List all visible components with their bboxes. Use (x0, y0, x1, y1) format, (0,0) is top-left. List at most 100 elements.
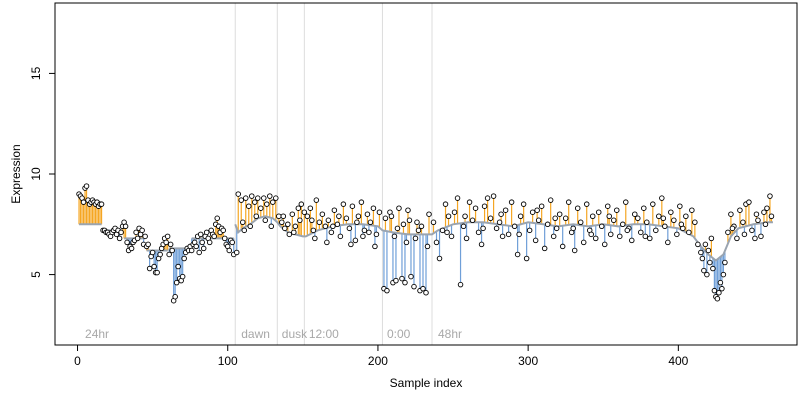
data-point (462, 213, 468, 219)
data-point (346, 225, 353, 232)
x-axis-title: Sample index (390, 376, 463, 390)
data-point (722, 259, 728, 266)
data-point (601, 241, 608, 248)
section-lines (234, 3, 433, 345)
data-point (149, 249, 156, 256)
data-point (388, 213, 395, 219)
data-point (480, 225, 486, 232)
data-point (166, 251, 172, 258)
section-label: 24hr (85, 327, 109, 341)
data-point (547, 197, 554, 203)
data-point (577, 219, 584, 226)
data-point (196, 249, 202, 256)
data-point (556, 211, 563, 217)
data-point (400, 221, 407, 228)
data-point (282, 225, 288, 232)
data-point (469, 217, 476, 224)
data-point (172, 293, 178, 300)
data-point (203, 229, 210, 236)
data-point (665, 239, 671, 246)
data-point (406, 217, 413, 224)
data-point (292, 223, 299, 230)
data-point (592, 235, 599, 242)
data-point (481, 203, 488, 209)
data-point (705, 247, 712, 254)
data-point (169, 247, 175, 254)
data-point (741, 231, 748, 238)
data-point (737, 207, 743, 213)
data-point (128, 245, 135, 252)
data-point (511, 223, 518, 230)
data-point (439, 227, 446, 234)
data-point (370, 205, 377, 211)
data-point (355, 213, 362, 219)
data-point (145, 241, 151, 248)
data-point (534, 207, 540, 213)
data-point (490, 193, 497, 199)
x-axis: 0 100 200 300 400 (74, 345, 689, 368)
data-point (139, 227, 145, 234)
data-point (133, 229, 139, 236)
data-point (243, 195, 249, 201)
data-point (689, 207, 695, 213)
data-point (589, 213, 596, 219)
data-point (372, 243, 378, 250)
data-point (331, 207, 338, 213)
data-point (276, 213, 282, 219)
data-point (678, 221, 685, 228)
data-point (656, 213, 662, 219)
data-point (247, 223, 254, 230)
data-point (580, 239, 587, 246)
data-point (241, 227, 248, 234)
data-point (583, 201, 590, 207)
data-point (499, 233, 506, 240)
data-point (154, 269, 160, 276)
data-point (373, 231, 380, 238)
data-point (412, 235, 419, 242)
data-point (699, 255, 706, 262)
data-point (478, 241, 485, 248)
data-point (571, 247, 578, 254)
data-point (442, 201, 449, 207)
data-point (233, 249, 240, 256)
data-point (746, 199, 752, 205)
data-point (343, 215, 350, 222)
data-point (405, 207, 411, 213)
data-point (695, 241, 701, 248)
data-point (714, 295, 721, 302)
data-point (316, 219, 323, 226)
data-point (418, 223, 425, 230)
data-point (768, 213, 775, 219)
data-point (535, 217, 542, 224)
data-point (448, 233, 455, 240)
data-point (607, 231, 614, 238)
data-point (411, 283, 417, 290)
data-point (382, 215, 389, 222)
data-point (151, 263, 157, 270)
data-point (424, 243, 431, 250)
data-point (313, 197, 320, 203)
data-point (391, 233, 398, 240)
data-point (358, 199, 365, 205)
x-tick-label: 200 (368, 354, 388, 368)
data-point (226, 247, 232, 254)
data-point (647, 235, 653, 242)
data-point (325, 217, 332, 224)
data-point (498, 211, 504, 217)
data-point (295, 205, 302, 211)
data-point (574, 205, 581, 211)
data-point (570, 225, 576, 232)
section-label: 12:00 (309, 327, 339, 341)
data-point (725, 229, 731, 236)
data-point (98, 201, 105, 207)
data-point (668, 209, 674, 215)
data-point (423, 289, 429, 296)
data-point (451, 209, 458, 215)
data-point (164, 233, 171, 240)
data-point (420, 285, 426, 292)
section-label: dusk (282, 327, 308, 341)
y-tick-label: 5 (29, 271, 43, 278)
data-point (749, 227, 755, 234)
